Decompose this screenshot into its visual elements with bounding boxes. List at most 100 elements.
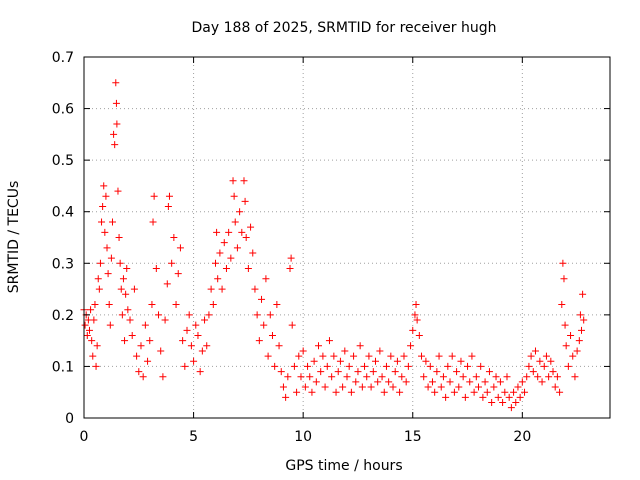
data-point — [398, 373, 406, 381]
data-point — [413, 316, 421, 324]
data-point — [459, 373, 467, 381]
data-point — [196, 368, 204, 376]
data-point — [525, 362, 533, 370]
data-point — [424, 383, 432, 391]
data-point — [332, 388, 340, 396]
data-point — [450, 388, 458, 396]
data-point — [258, 295, 266, 303]
x-tick-label: 20 — [513, 429, 531, 445]
data-points — [80, 79, 588, 412]
data-point — [255, 337, 263, 345]
data-point — [391, 368, 399, 376]
data-point — [238, 228, 246, 236]
data-point — [165, 192, 173, 200]
data-point — [367, 383, 375, 391]
data-point — [354, 368, 362, 376]
data-point — [179, 337, 187, 345]
data-point — [358, 383, 366, 391]
data-point — [435, 352, 443, 360]
y-axis-label: SRMTID / TECUs — [6, 181, 22, 294]
data-point — [404, 362, 412, 370]
data-point — [96, 259, 104, 267]
data-point — [514, 383, 522, 391]
data-point — [339, 383, 347, 391]
x-tick-label: 5 — [189, 429, 198, 445]
data-point — [230, 192, 238, 200]
data-point — [496, 378, 504, 386]
data-point — [325, 337, 333, 345]
data-point — [121, 337, 129, 345]
data-point — [365, 352, 373, 360]
data-point — [315, 342, 323, 350]
data-point — [561, 321, 569, 329]
data-point — [266, 311, 274, 319]
data-point — [273, 301, 281, 309]
data-point — [407, 342, 415, 350]
data-point — [229, 177, 237, 185]
data-point — [576, 311, 584, 319]
data-point — [139, 373, 147, 381]
y-tick-label: 0.1 — [52, 359, 74, 375]
data-point — [293, 388, 301, 396]
data-point — [464, 362, 472, 370]
data-point — [95, 285, 103, 293]
data-point — [227, 254, 235, 262]
data-point — [422, 357, 430, 365]
data-point — [183, 326, 191, 334]
x-tick-label: 15 — [404, 429, 422, 445]
data-point — [90, 316, 98, 324]
data-point — [350, 352, 358, 360]
data-point — [538, 378, 546, 386]
data-point — [190, 357, 198, 365]
data-point — [187, 342, 195, 350]
data-point — [290, 362, 298, 370]
data-point — [176, 244, 184, 252]
data-point — [389, 383, 397, 391]
data-point — [483, 388, 491, 396]
data-point — [212, 259, 219, 267]
data-point — [152, 264, 160, 272]
data-point — [558, 301, 566, 309]
data-point — [387, 352, 395, 360]
data-point — [240, 177, 248, 185]
data-point — [393, 357, 401, 365]
data-point — [222, 264, 230, 272]
data-point — [559, 259, 567, 267]
data-point — [415, 331, 423, 339]
data-point — [181, 362, 189, 370]
data-point — [580, 316, 588, 324]
data-point — [512, 399, 520, 407]
data-point — [83, 331, 91, 339]
data-point — [192, 321, 200, 329]
data-point — [448, 352, 456, 360]
y-tick-label: 0.7 — [52, 50, 74, 66]
data-point — [124, 306, 132, 314]
y-tick-label: 0 — [65, 411, 74, 427]
data-point — [168, 259, 176, 267]
data-point — [411, 311, 419, 319]
data-point — [118, 311, 126, 319]
y-tick-label: 0.5 — [52, 153, 74, 169]
data-point — [91, 301, 99, 309]
data-point — [88, 337, 96, 345]
data-point — [159, 373, 167, 381]
data-point — [336, 357, 344, 365]
grid-lines — [84, 57, 610, 418]
data-point — [247, 223, 255, 231]
data-point — [492, 373, 500, 381]
data-point — [233, 244, 241, 252]
data-point — [547, 357, 555, 365]
data-point — [104, 270, 112, 278]
data-point — [534, 373, 542, 381]
data-point — [106, 321, 114, 329]
data-point — [527, 352, 535, 360]
data-point — [161, 316, 169, 324]
y-tick-label: 0.4 — [52, 205, 74, 221]
x-axis-label: GPS time / hours — [285, 458, 402, 474]
data-point — [521, 388, 529, 396]
data-point — [144, 357, 152, 365]
data-point — [545, 373, 553, 381]
chart-title: Day 188 of 2025, SRMTID for receiver hug… — [192, 20, 497, 36]
data-point — [470, 388, 478, 396]
